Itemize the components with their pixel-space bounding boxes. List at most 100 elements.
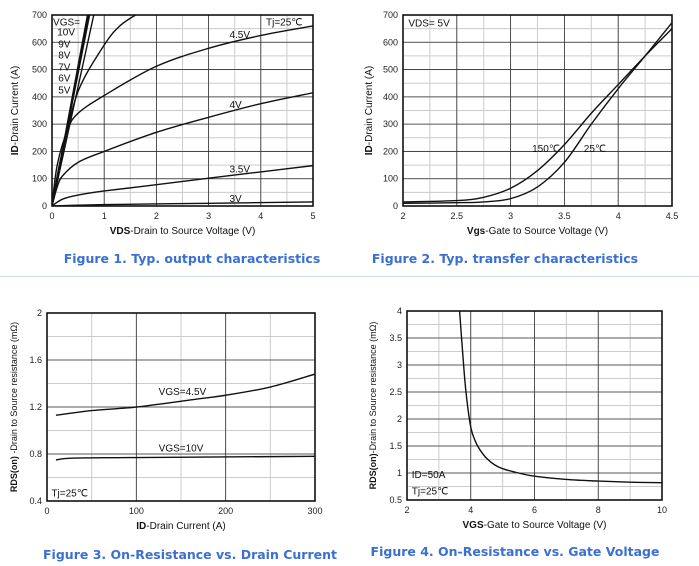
annotation-label: 9V [58, 39, 71, 50]
annotation-label: 3.5V [229, 165, 250, 176]
y-tick-label: 0.4 [29, 496, 42, 506]
y-tick-label: 700 [383, 10, 398, 20]
x-tick-label: 4.5 [666, 211, 679, 221]
chart-1: 0 1 2 3 4 5 0 100 200 300 400 500 600 700 VGS=10V9V8V7… [10, 10, 316, 237]
x-axis-label: ID-Drain Current (A) [136, 521, 225, 532]
x-axis-label-text: -Gate to Source Voltage (V) [485, 226, 608, 237]
x-tick-label: 10 [657, 505, 667, 515]
annotation-label: 4.5V [229, 30, 250, 41]
y-tick-label: 2 [37, 308, 42, 318]
x-tick-label: 2 [154, 211, 159, 221]
y-tick-label: 0.8 [29, 449, 42, 459]
y-axis-label: RDS(on) -Drain to Source resistance (mΩ) [9, 322, 19, 492]
x-tick-label: 8 [596, 505, 601, 515]
x-tick-label: 3 [206, 211, 211, 221]
chart-3: 0 100 200 300 0.4 0.8 1.2 1.6 2 VGS=4.5V VGS=10V Tj… [9, 308, 323, 532]
y-tick-label: 2.5 [389, 387, 402, 397]
y-axis-label-text: -Drain Current (A) [364, 66, 375, 145]
y-tick-label: 1.2 [29, 402, 42, 412]
x-tick-label: 2 [400, 211, 405, 221]
series-line-3V [52, 201, 313, 206]
annotation-label: VGS= [53, 17, 80, 28]
series-line-5V [52, 15, 136, 206]
plot-frame [402, 14, 673, 207]
x-axis-label-bold: Vgs [467, 226, 486, 237]
annotation-label: 7V [58, 63, 71, 74]
y-tick-label: 700 [32, 10, 47, 20]
annotation-label: 6V [58, 74, 71, 85]
y-tick-label: 500 [32, 65, 47, 75]
plot-frame [406, 310, 663, 501]
chart-4: 2 4 6 8 10 0.5 1 1.5 2 2.5 3 3.5 4 ID=50A Tj=25℃ VGS-Ga… [368, 306, 667, 531]
series-line-150 [403, 28, 672, 203]
y-tick-label: 3.5 [389, 333, 402, 343]
x-tick-label: 2 [404, 505, 409, 515]
y-tick-label: 0 [42, 201, 47, 211]
y-tick-label: 3 [397, 360, 402, 370]
x-tick-label: 1 [102, 211, 107, 221]
annotation-label: VDS= 5V [408, 19, 450, 30]
x-tick-label: 0 [44, 506, 49, 516]
y-tick-label: 300 [383, 119, 398, 129]
annotation-label: Tj=25℃ [412, 486, 449, 497]
annotation-label: 3V [229, 194, 242, 205]
x-tick-label: 4 [468, 505, 473, 515]
y-axis-label: RDS(on)-Drain to Source resistance (mΩ) [368, 322, 378, 490]
x-axis-label-bold: VDS [110, 226, 131, 237]
y-axis-label-bold: ID [10, 145, 21, 155]
series-line-VGS10V [55, 455, 315, 461]
x-tick-label: 4 [616, 211, 621, 221]
y-tick-label: 400 [383, 92, 398, 102]
y-tick-label: 400 [32, 92, 47, 102]
y-tick-label: 500 [383, 65, 398, 75]
x-axis-label-bold: VGS [463, 520, 484, 531]
y-tick-label: 100 [383, 174, 398, 184]
y-axis-label: ID-Drain Current (A) [364, 66, 375, 155]
y-tick-label: 300 [32, 119, 47, 129]
chart-2: 2 2.5 3 3.5 4 4.5 0 100 200 300 400 500 600 700 VDS= 5… [364, 10, 678, 237]
x-tick-label: 6 [532, 505, 537, 515]
y-tick-label: 4 [397, 306, 402, 316]
annotation-label: 10V [57, 27, 75, 38]
y-tick-label: 0.5 [389, 495, 402, 505]
series-line-4V [52, 92, 313, 206]
x-axis-label-text: -Gate to Source Voltage (V) [484, 520, 607, 531]
x-tick-label: 3.5 [558, 211, 571, 221]
annotation-label: 8V [58, 51, 71, 62]
y-tick-label: 2 [397, 414, 402, 424]
x-axis-label: VDS-Drain to Source Voltage (V) [110, 226, 256, 237]
y-axis-label-bold: RDS(on) [9, 456, 19, 492]
annotation-label: ID=50A [412, 470, 446, 481]
annotation-label: Tj=25℃ [51, 488, 88, 499]
y-tick-label: 1.6 [29, 355, 42, 365]
x-axis-label-text: -Drain Current (A) [146, 521, 225, 532]
figure-4-caption: Figure 4. On-Resistance vs. Gate Voltage [370, 544, 660, 559]
x-tick-label: 300 [307, 506, 322, 516]
plot-frame [46, 312, 316, 502]
y-axis-label: ID-Drain Current (A) [10, 66, 21, 155]
y-tick-label: 0 [393, 201, 398, 211]
figure-1-caption: Figure 1. Typ. output characteristics [63, 251, 321, 266]
x-tick-label: 100 [129, 506, 144, 516]
y-tick-label: 200 [32, 146, 47, 156]
annotation-label: 150℃ [532, 144, 560, 155]
x-tick-label: 200 [218, 506, 233, 516]
figure-3-caption: Figure 3. On-Resistance vs. Drain Curren… [43, 547, 337, 562]
annotation-label: VGS=4.5V [159, 387, 207, 398]
x-tick-label: 4 [258, 211, 263, 221]
y-tick-label: 100 [32, 174, 47, 184]
series-line-ID50A [458, 311, 662, 484]
plot-frame [51, 14, 314, 207]
section-divider [0, 276, 699, 277]
y-tick-label: 200 [383, 146, 398, 156]
x-axis-label: VGS-Gate to Source Voltage (V) [463, 520, 607, 531]
x-axis-label-bold: ID [136, 521, 146, 532]
x-axis-label-text: -Drain to Source Voltage (V) [130, 226, 255, 237]
x-tick-label: 3 [508, 211, 513, 221]
series-line-4.5V [52, 25, 313, 206]
x-tick-label: 5 [310, 211, 315, 221]
x-tick-label: 0 [49, 211, 54, 221]
annotation-label: VGS=10V [159, 444, 204, 455]
y-tick-label: 600 [32, 37, 47, 47]
annotation-label: 5V [58, 86, 71, 97]
